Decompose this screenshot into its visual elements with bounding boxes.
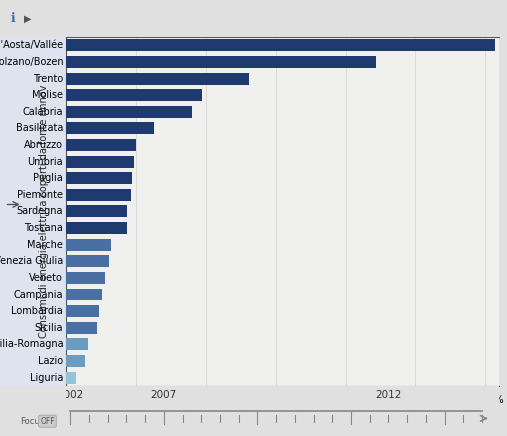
Text: ℹ: ℹ (10, 12, 15, 25)
Title: Consumi di energia elettrica coperti da fonte rinnovabile: Consumi di energia elettrica coperti da … (93, 1, 472, 14)
Text: Play: Play (34, 401, 58, 411)
Bar (66, 172, 132, 184)
Bar (66, 289, 101, 300)
Bar (66, 156, 134, 167)
Text: ►: ► (55, 402, 62, 410)
Text: ◄: ◄ (31, 402, 38, 410)
Bar (66, 39, 495, 51)
Bar (66, 222, 127, 234)
Text: ▶: ▶ (24, 14, 31, 24)
Bar (66, 371, 76, 384)
Bar (66, 355, 85, 367)
Bar (66, 73, 249, 85)
Bar (66, 139, 136, 151)
Text: 2007: 2007 (151, 390, 177, 400)
Bar (66, 322, 97, 334)
Bar (66, 255, 110, 267)
Text: 2012: 2012 (375, 390, 402, 400)
Bar (66, 106, 192, 118)
Text: Consumi di energia elettrica coperti da fonte rinnov: Consumi di energia elettrica coperti da … (40, 85, 49, 338)
Text: ©: © (0, 402, 8, 410)
Bar (66, 305, 99, 317)
Text: 2002: 2002 (57, 390, 83, 400)
Bar (66, 56, 376, 68)
Text: Focus: Focus (20, 417, 44, 426)
Text: 123: 123 (11, 402, 26, 410)
Bar (66, 272, 105, 284)
Bar (66, 123, 154, 134)
Bar (66, 189, 131, 201)
Bar (66, 238, 111, 251)
Text: OFF: OFF (40, 417, 55, 426)
Bar (66, 89, 202, 101)
Bar (66, 338, 88, 350)
Bar (66, 205, 127, 218)
